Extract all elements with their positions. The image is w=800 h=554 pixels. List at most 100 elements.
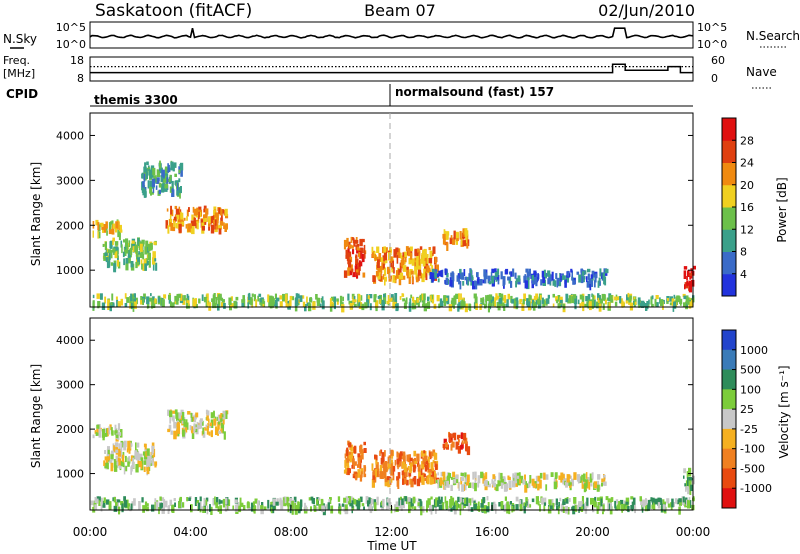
echo-cell bbox=[416, 264, 420, 270]
echo-cell bbox=[446, 475, 450, 485]
echo-cell bbox=[564, 279, 567, 288]
echo-cell bbox=[169, 219, 172, 227]
echo-cell bbox=[180, 293, 183, 301]
echo-cell bbox=[515, 504, 519, 511]
echo-cell bbox=[205, 499, 208, 506]
echo-cell bbox=[399, 262, 402, 270]
echo-cell bbox=[477, 277, 480, 284]
echo-cell bbox=[396, 476, 400, 481]
echo-cell bbox=[411, 302, 415, 310]
echo-cell bbox=[531, 281, 534, 289]
echo-cell bbox=[156, 169, 161, 178]
echo-cell bbox=[653, 501, 656, 510]
echo-cell bbox=[574, 301, 577, 310]
echo-cell bbox=[640, 498, 643, 506]
echo-cell bbox=[380, 449, 383, 454]
echo-cell bbox=[102, 500, 106, 508]
echo-cell bbox=[416, 453, 420, 462]
echo-cell bbox=[403, 251, 407, 258]
cpid-label: CPID bbox=[6, 87, 38, 101]
echo-cell bbox=[115, 296, 118, 300]
echo-cell bbox=[604, 272, 608, 276]
echo-cell bbox=[294, 503, 297, 510]
echo-cell bbox=[407, 497, 412, 502]
echo-cell bbox=[152, 261, 155, 271]
echo-cell bbox=[528, 481, 531, 488]
echo-cell bbox=[224, 208, 228, 216]
echo-cell bbox=[127, 440, 131, 450]
echo-cell bbox=[183, 295, 186, 301]
echo-cell bbox=[398, 248, 401, 253]
echo-cell bbox=[261, 299, 265, 304]
echo-cell bbox=[634, 504, 636, 514]
echo-cell bbox=[196, 500, 199, 505]
echo-cell bbox=[138, 251, 140, 255]
echo-cell bbox=[392, 275, 396, 283]
freq-left-label-1: Freq. bbox=[3, 54, 30, 67]
echo-cell bbox=[121, 244, 123, 254]
echo-cell bbox=[183, 422, 187, 427]
echo-cell bbox=[592, 506, 595, 513]
echo-cell bbox=[688, 477, 692, 481]
echo-cell bbox=[353, 239, 356, 247]
echo-cell bbox=[371, 246, 374, 253]
echo-cell bbox=[691, 480, 694, 485]
echo-cell bbox=[194, 424, 198, 428]
echo-cell bbox=[353, 445, 357, 454]
echo-cell bbox=[110, 454, 114, 460]
echo-cell bbox=[644, 499, 648, 506]
echo-cell bbox=[263, 506, 267, 510]
echo-cell bbox=[190, 412, 193, 418]
echo-cell bbox=[154, 498, 157, 502]
echo-cell bbox=[570, 475, 572, 479]
echo-cell bbox=[393, 249, 397, 258]
echo-cell bbox=[460, 444, 463, 450]
echo-cell bbox=[480, 297, 483, 303]
echo-cell bbox=[606, 297, 610, 301]
echo-cell bbox=[173, 216, 177, 222]
echo-cell bbox=[491, 275, 495, 284]
echo-cell bbox=[345, 467, 348, 472]
echo-cell bbox=[213, 293, 216, 299]
echo-cell bbox=[137, 458, 140, 468]
echo-cell bbox=[482, 279, 485, 284]
echo-cell bbox=[285, 303, 289, 308]
echo-cell bbox=[196, 421, 199, 428]
echo-cell bbox=[556, 277, 560, 286]
echo-cell bbox=[276, 498, 279, 504]
echo-cell bbox=[102, 229, 104, 233]
echo-cell bbox=[352, 272, 356, 278]
echo-cell bbox=[448, 304, 453, 312]
echo-cell bbox=[222, 498, 225, 508]
echo-cell bbox=[450, 446, 453, 451]
freq-panel-frame bbox=[89, 56, 694, 82]
echo-cell bbox=[452, 502, 456, 511]
echo-cell bbox=[218, 225, 222, 229]
echo-cell bbox=[366, 299, 370, 308]
echo-cell bbox=[218, 416, 222, 422]
echo-cell bbox=[247, 302, 250, 309]
echo-cell bbox=[104, 296, 107, 304]
echo-cell bbox=[419, 246, 423, 250]
echo-cell bbox=[212, 299, 215, 307]
echo-cell bbox=[374, 257, 376, 262]
echo-cell bbox=[101, 226, 105, 230]
echo-cell bbox=[588, 481, 591, 490]
echo-cell bbox=[522, 479, 526, 485]
echo-cell bbox=[688, 478, 692, 487]
echo-cell bbox=[113, 445, 116, 452]
echo-cell bbox=[541, 497, 545, 505]
echo-cell bbox=[287, 506, 290, 513]
echo-cell bbox=[663, 299, 665, 304]
echo-cell bbox=[579, 294, 583, 300]
echo-cell bbox=[178, 206, 181, 213]
echo-cell bbox=[580, 506, 584, 512]
echo-cell bbox=[430, 451, 433, 458]
echo-cell bbox=[261, 502, 264, 507]
echo-cell bbox=[250, 502, 254, 512]
echo-cell bbox=[333, 301, 336, 310]
echo-cell bbox=[463, 482, 467, 487]
echo-cell bbox=[371, 463, 374, 471]
echo-cell bbox=[356, 500, 361, 510]
echo-cell bbox=[460, 238, 463, 246]
